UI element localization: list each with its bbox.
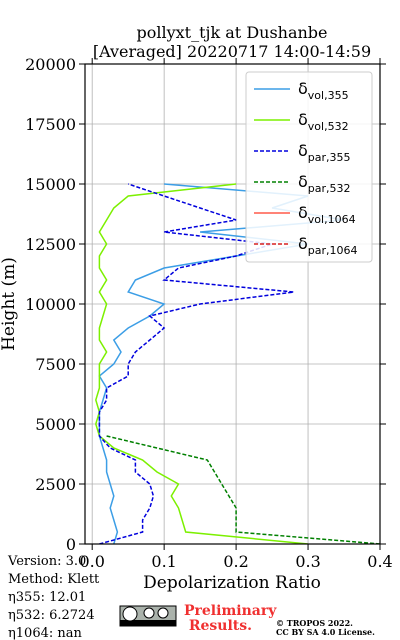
footer-note: η532: 6.2724 [8, 608, 95, 623]
footer-note: η355: 12.01 [8, 590, 86, 605]
x-tick-label: 0.1 [151, 552, 176, 571]
y-tick-label: 17500 [25, 115, 76, 134]
legend-label: δpar,532 [298, 172, 351, 195]
chart-title: pollyxt_tjk at Dushanbe [136, 23, 327, 42]
y-tick-label: 2500 [35, 475, 76, 494]
legend-label: δvol,532 [298, 110, 349, 133]
y-tick-label: 15000 [25, 175, 76, 194]
y-tick-label: 12500 [25, 235, 76, 254]
x-tick-label: 0.0 [79, 552, 104, 571]
legend-label: δpar,355 [298, 141, 351, 164]
cc-logo [119, 605, 177, 627]
y-tick-label: 0 [66, 535, 76, 554]
y-tick-label: 7500 [35, 355, 76, 374]
copyright: CC BY SA 4.0 License. [276, 627, 375, 637]
y-axis-label: Height (m) [0, 257, 19, 351]
preliminary-stamp: Preliminary Results. [184, 603, 277, 634]
x-tick-label: 0.2 [223, 552, 248, 571]
y-tick-label: 5000 [35, 415, 76, 434]
legend-label: δvol,355 [298, 79, 349, 102]
plot-frame [84, 63, 381, 545]
x-axis-label: Depolarization Ratio [143, 573, 321, 593]
footer-note: η1064: nan [8, 626, 83, 640]
footer-note: Version: 3.0 [7, 554, 86, 569]
copyright: © TROPOS 2022. [276, 618, 353, 628]
profile-line [106, 435, 380, 544]
legend-label: δvol,1064 [298, 203, 356, 226]
x-tick-label: 0.4 [367, 552, 392, 571]
footer-note: Method: Klett [8, 572, 100, 587]
y-tick-label: 10000 [25, 295, 76, 314]
legend-label: δpar,1064 [298, 234, 358, 257]
profile-line [95, 183, 309, 544]
y-tick-label: 20000 [25, 55, 76, 74]
x-tick-label: 0.3 [295, 552, 320, 571]
chart-subtitle: [Averaged] 20220717 14:00-14:59 [93, 42, 371, 61]
